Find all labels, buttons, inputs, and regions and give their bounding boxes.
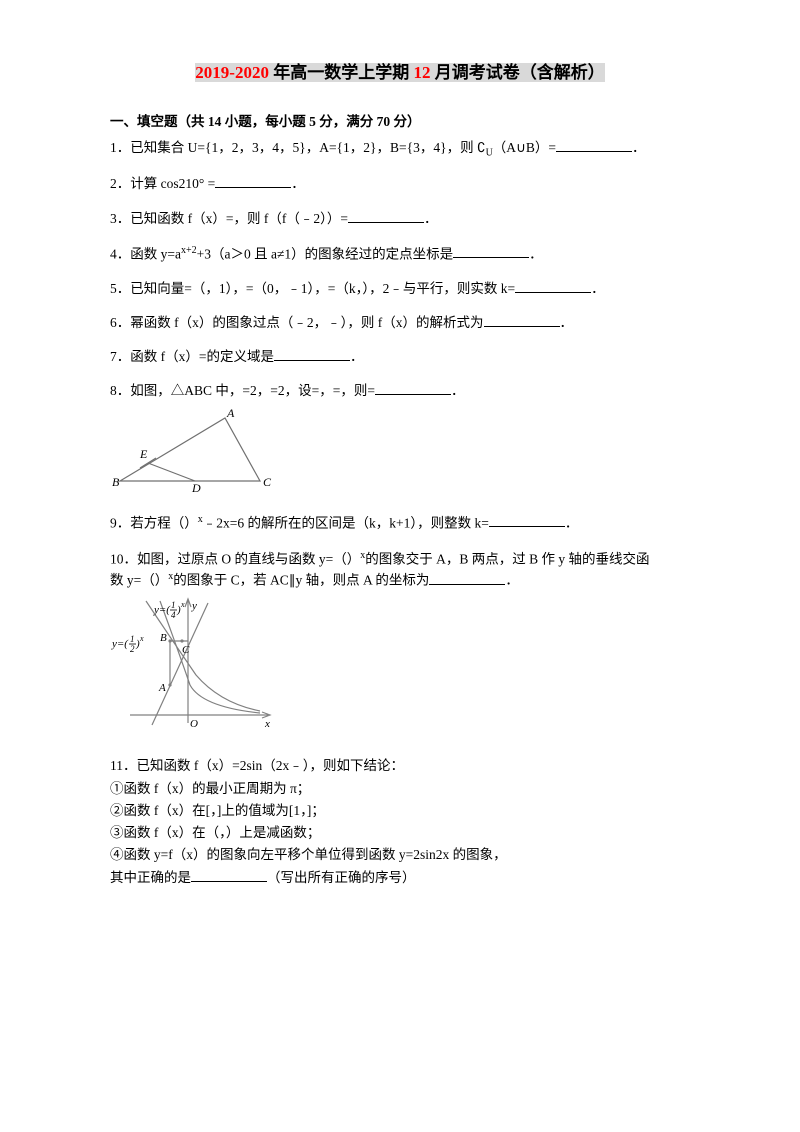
fig8-label-C: C	[263, 475, 272, 489]
question-11: 11．已知函数 f（x）=2sin（2x﹣），则如下结论： ①函数 f（x）的最…	[110, 756, 690, 888]
q10-d: 的图象于 C，若 AC∥y 轴，则点 A 的坐标为	[173, 573, 429, 588]
q2-text: 2．计算 cos210° =	[110, 176, 215, 191]
q9-blank	[489, 513, 565, 527]
q4-blank	[453, 244, 529, 258]
q1-blank	[556, 138, 632, 152]
title-text1: 年高一数学上学期	[269, 63, 414, 82]
q5-blank	[515, 279, 591, 293]
fig10-eq2c: 2	[130, 644, 135, 654]
question-4: 4．函数 y=ax+2+3（a＞0 且 a≠1）的图象经过的定点坐标是 ．	[110, 243, 690, 265]
q2-end: ．	[291, 176, 305, 191]
q5-text: 5．已知向量=（，1），=（0，﹣1），=（k，），2﹣与平行，则实数 k=	[110, 281, 515, 296]
q1-sub: U	[486, 147, 493, 158]
fig8-label-B: B	[112, 475, 120, 489]
q7-text: 7．函数 f（x）=的定义域是	[110, 349, 274, 364]
q5-end: ．	[591, 281, 605, 296]
question-6: 6．幂函数 f（x）的图象过点（﹣2，﹣），则 f（x）的解析式为 ．	[110, 313, 690, 333]
q6-end: ．	[560, 315, 574, 330]
q11-a: 11．已知函数 f（x）=2sin（2x﹣），则如下结论：	[110, 756, 690, 776]
q4-sup: x+2	[181, 245, 197, 256]
q9-end: ．	[565, 515, 579, 530]
question-1: 1．已知集合 U={1，2，3，4，5}，A={1，2}，B={3，4}，则 ∁…	[110, 138, 690, 161]
q11-5: 其中正确的是 （写出所有正确的序号）	[110, 868, 690, 888]
fig10-B: B	[160, 632, 167, 644]
q7-blank	[274, 347, 350, 361]
q8-blank	[375, 381, 451, 395]
fig10-eq1a: y=(	[153, 604, 171, 616]
fig10-x: x	[264, 718, 270, 730]
q11-1: ①函数 f（x）的最小正周期为 π；	[110, 779, 690, 799]
q8-end: ．	[451, 383, 465, 398]
q11-4: ④函数 y=f（x）的图象向左平移个单位得到函数 y=2sin2x 的图象，	[110, 845, 690, 865]
q8-text: 8．如图，△ABC 中，=2，=2，设=，=，则=	[110, 383, 375, 398]
q6-blank	[484, 313, 560, 327]
q10-b: 的图象交于 A，B 两点，过 B 作 y 轴的垂线交函	[365, 551, 649, 566]
q1-text: 1．已知集合 U={1，2，3，4，5}，A={1，2}，B={3，4}，则 ∁	[110, 140, 486, 155]
q11-3: ③函数 f（x）在（，）上是减函数；	[110, 823, 690, 843]
q10-blank	[429, 571, 505, 585]
question-10: 10．如图，过原点 O 的直线与函数 y=（）x的图象交于 A，B 两点，过 B…	[110, 548, 690, 592]
question-9: 9．若方程（）x﹣2x=6 的解所在的区间是（k，k+1），则整数 k=．	[110, 512, 690, 534]
figure-8-triangle: A B C D E	[110, 406, 690, 502]
q3-text: 3．已知函数 f（x）=，则 f（f（﹣2））=	[110, 211, 348, 226]
question-7: 7．函数 f（x）=的定义域是 ．	[110, 347, 690, 367]
fig10-eq2sup: x	[139, 634, 144, 643]
fig10-eq1c: 4	[171, 610, 176, 620]
q9-b: ﹣2x=6 的解所在的区间是（k，k+1），则整数 k=	[203, 515, 489, 530]
q7-end: ．	[350, 349, 364, 364]
q6-text: 6．幂函数 f（x）的图象过点（﹣2，﹣），则 f（x）的解析式为	[110, 315, 484, 330]
figure-10-graph: y x O A B C y=( 1 4 ) x y=( 1 2 ) x	[110, 595, 690, 746]
fig10-eq1sup: x	[180, 600, 185, 609]
fig10-eq2a: y=(	[111, 638, 129, 650]
question-3: 3．已知函数 f（x）=，则 f（f（﹣2））= ．	[110, 209, 690, 229]
q1-end: ．	[632, 140, 646, 155]
question-2: 2．计算 cos210° = ．	[110, 174, 690, 194]
title-year: 2019-2020	[195, 63, 269, 82]
q9-a: 9．若方程（）	[110, 515, 198, 530]
fig8-label-A: A	[226, 406, 235, 420]
q3-blank	[348, 209, 424, 223]
fig8-label-E: E	[139, 447, 148, 461]
title-text2: 月调考试卷（含解析）	[430, 63, 604, 82]
q11-2: ②函数 f（x）在[，]上的值域为[1，]；	[110, 801, 690, 821]
q11-5a: 其中正确的是	[110, 870, 191, 885]
fig8-label-D: D	[191, 481, 201, 495]
question-5: 5．已知向量=（，1），=（0，﹣1），=（k，），2﹣与平行，则实数 k= ．	[110, 279, 690, 299]
fig10-O: O	[190, 718, 198, 730]
q4-a: 4．函数 y=a	[110, 246, 181, 261]
q3-end: ．	[424, 211, 438, 226]
fig10-eq2b: 1	[130, 634, 135, 644]
question-8: 8．如图，△ABC 中，=2，=2，设=，=，则= ．	[110, 381, 690, 401]
q4-mid: +3（a＞0 且 a≠1）的图象经过的定点坐标是	[197, 246, 454, 261]
fig10-A: A	[158, 682, 166, 694]
q11-5b: （写出所有正确的序号）	[267, 870, 416, 885]
fig10-eq1b: 1	[171, 600, 176, 610]
q10-end: ．	[505, 573, 519, 588]
title-month: 12	[413, 63, 430, 82]
q1-tail: （A∪B）=	[493, 140, 556, 155]
q4-end: ．	[529, 246, 543, 261]
fig10-y: y	[191, 600, 197, 612]
q2-blank	[215, 174, 291, 188]
section-heading: 一、填空题（共 14 小题，每小题 5 分，满分 70 分）	[110, 112, 690, 132]
q10-a: 10．如图，过原点 O 的直线与函数 y=（）	[110, 551, 360, 566]
q11-blank	[191, 868, 267, 882]
fig10-C: C	[182, 644, 190, 656]
page-title: 2019-2020 年高一数学上学期 12 月调考试卷（含解析）	[110, 60, 690, 86]
q10-c: 数 y=（）	[110, 573, 168, 588]
